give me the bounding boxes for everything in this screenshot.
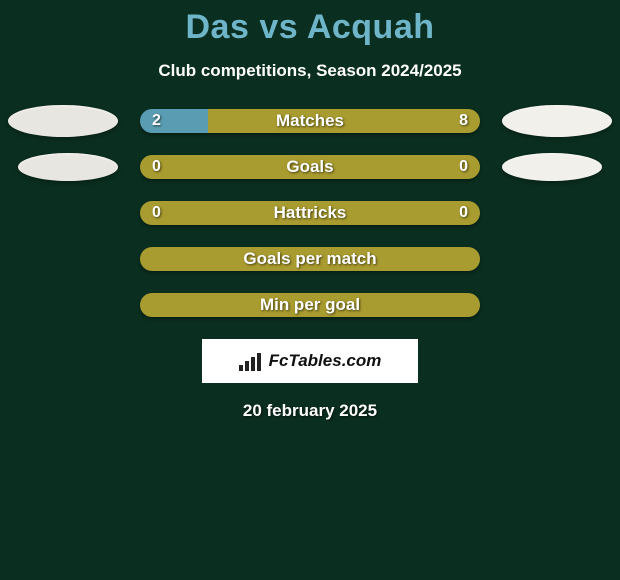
bar-segment-left <box>140 109 208 133</box>
bar-chart-icon <box>239 351 263 371</box>
stat-row: Goals per match <box>0 247 620 271</box>
stat-bar: Hattricks 0 0 <box>140 201 480 225</box>
player-avatar-left <box>18 153 118 181</box>
stat-label: Goals <box>286 157 333 177</box>
stat-bar: Goals 0 0 <box>140 155 480 179</box>
stat-value-right: 0 <box>459 158 468 176</box>
stat-value-left: 0 <box>152 204 161 222</box>
stat-label: Hattricks <box>274 203 347 223</box>
comparison-infographic: Das vs Acquah Club competitions, Season … <box>0 0 620 421</box>
stat-label: Goals per match <box>243 249 376 269</box>
date-label: 20 february 2025 <box>0 401 620 421</box>
stat-value-left: 2 <box>152 112 161 130</box>
page-subtitle: Club competitions, Season 2024/2025 <box>0 61 620 81</box>
stat-value-right: 8 <box>459 112 468 130</box>
stat-label: Matches <box>276 111 344 131</box>
stat-bar: Min per goal <box>140 293 480 317</box>
stat-row: Matches 2 8 <box>0 109 620 133</box>
stat-bar: Goals per match <box>140 247 480 271</box>
stat-row: Hattricks 0 0 <box>0 201 620 225</box>
stat-value-left: 0 <box>152 158 161 176</box>
stat-rows-container: Matches 2 8 Goals 0 0 Hattricks 0 0 Goals per mat… <box>0 109 620 317</box>
stat-row: Min per goal <box>0 293 620 317</box>
player-avatar-right <box>502 153 602 181</box>
page-title: Das vs Acquah <box>0 8 620 47</box>
stat-label: Min per goal <box>260 295 360 315</box>
stat-row: Goals 0 0 <box>0 155 620 179</box>
stat-bar: Matches 2 8 <box>140 109 480 133</box>
player-avatar-right <box>502 105 612 137</box>
player-avatar-left <box>8 105 118 137</box>
attribution-box: FcTables.com <box>202 339 418 383</box>
stat-value-right: 0 <box>459 204 468 222</box>
attribution-text: FcTables.com <box>269 351 382 371</box>
